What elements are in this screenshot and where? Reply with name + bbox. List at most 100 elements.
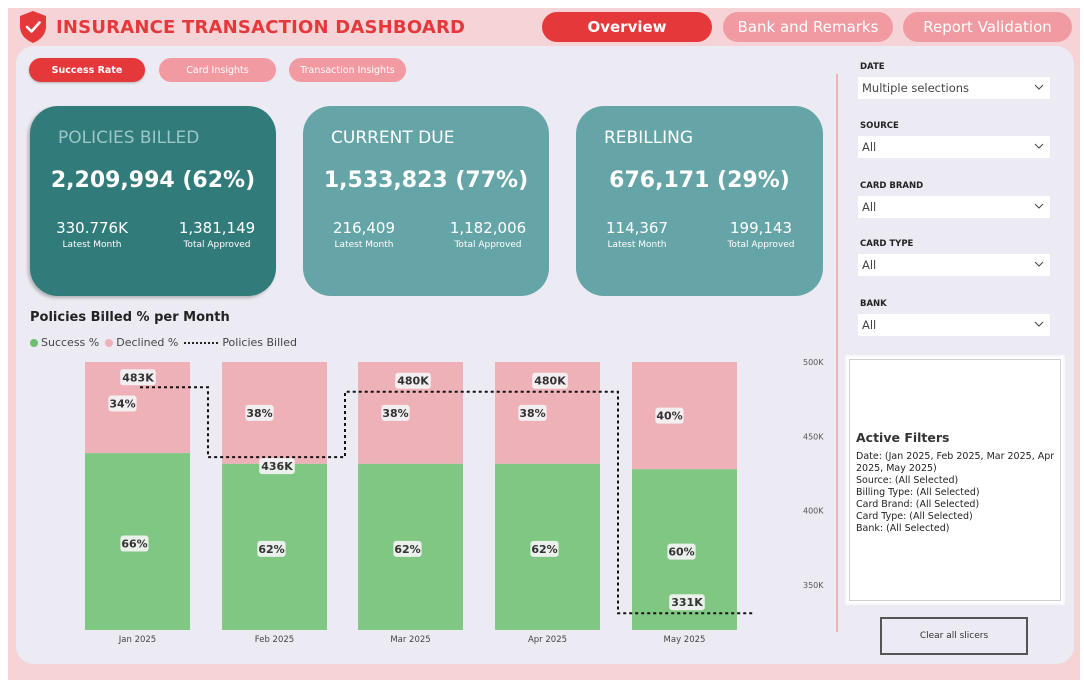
chart-title: Policies Billed % per Month	[30, 310, 230, 325]
active-filters-border	[849, 359, 1061, 601]
success-pct-label: 66%	[121, 538, 147, 551]
success-pct-label: 62%	[394, 543, 420, 556]
declined-pct-label: 38%	[519, 407, 545, 420]
chevron-down-icon	[1034, 261, 1044, 267]
tab-card-insights[interactable]: Card Insights	[159, 58, 276, 82]
policies-billed-value-label-bg	[259, 458, 295, 475]
nav-overview[interactable]: Overview	[542, 12, 712, 42]
x-tick-label: Feb 2025	[255, 635, 294, 645]
legend-success-label: Success %	[41, 336, 100, 349]
success-pct-label: 62%	[531, 543, 557, 556]
policies-billed-line	[140, 386, 755, 615]
declined-pct-label: 40%	[656, 410, 682, 423]
nav-report-validation[interactable]: Report Validation	[903, 12, 1072, 42]
policies-billed-value-label-bg	[120, 369, 156, 386]
legend-success: Success %	[30, 336, 99, 349]
kpi-value: 2,209,994 (62%)	[50, 168, 256, 193]
kpi-latest-month: 330.776K Latest Month	[32, 219, 152, 250]
declined-pct-label-bg	[381, 404, 410, 421]
declined-pct-label-bg	[245, 404, 274, 421]
declined-pct-label: 38%	[382, 407, 408, 420]
active-filter-line: Card Brand: (All Selected)	[856, 499, 980, 510]
policies-billed-value-label: 483K	[122, 371, 154, 384]
x-tick-label: May 2025	[664, 635, 706, 645]
slicer-card-type-label: CARD TYPE	[860, 239, 914, 249]
tab-success-rate[interactable]: Success Rate	[29, 58, 145, 82]
slicer-bank-value: All	[862, 318, 877, 332]
kpi-latest-month: 114,367 Latest Month	[577, 219, 697, 250]
y2-tick-label: 500K	[803, 358, 824, 367]
active-filter-line: Card Type: (All Selected)	[856, 511, 973, 522]
x-tick-label: Mar 2025	[390, 635, 430, 645]
legend-declined-label: Declined %	[116, 336, 179, 349]
legend-policies-billed-label: Policies Billed	[222, 336, 297, 349]
kpi-latest-month: 216,409 Latest Month	[304, 219, 424, 250]
legend-declined: Declined %	[105, 336, 178, 349]
active-filter-line: Billing Type: (All Selected)	[856, 487, 980, 498]
slicer-date-value: Multiple selections	[862, 81, 970, 95]
kpi-card-rebilling: REBILLING 676,171 (29%) 114,367 Latest M…	[576, 106, 823, 296]
kpi-title: REBILLING	[604, 128, 694, 148]
slicer-card-type-value: All	[862, 258, 877, 272]
clear-all-slicers-button[interactable]: Clear all slicers	[880, 617, 1028, 655]
declined-pct-label-bg	[108, 395, 137, 412]
y2-tick-label: 350K	[803, 581, 824, 590]
slicer-date[interactable]: Multiple selections	[858, 77, 1050, 99]
slicer-source[interactable]: All	[858, 136, 1050, 158]
success-pct-label-bg	[530, 540, 559, 557]
slicer-card-brand[interactable]: All	[858, 196, 1050, 218]
policies-billed-value-label: 480K	[397, 375, 429, 388]
kpi-value: 676,171 (29%)	[609, 168, 790, 193]
y2-tick-label: 450K	[803, 432, 824, 441]
success-pct-label-bg	[257, 540, 286, 557]
tab-transaction-insights[interactable]: Transaction Insights	[289, 58, 406, 82]
success-pct-label: 60%	[668, 546, 694, 559]
active-filters-title: Active Filters	[856, 430, 950, 445]
active-filters-text: Date: (Jan 2025, Feb 2025, Mar 2025, Apr…	[856, 451, 1056, 535]
declined-pct-label: 34%	[109, 398, 135, 411]
bar-declined	[632, 362, 737, 470]
legend-success-swatch	[30, 338, 38, 347]
kpi-latest-month-value: 330.776K	[56, 219, 128, 237]
legend-dotted-line-swatch	[184, 341, 219, 344]
kpi-latest-month-value: 216,409	[332, 219, 396, 237]
kpi-total-approved-value: 1,182,006	[449, 219, 527, 237]
kpi-title: CURRENT DUE	[331, 128, 455, 148]
slicer-date-label: DATE	[860, 62, 885, 72]
kpi-total-approved-value: 199,143	[729, 219, 793, 237]
kpi-card-policies-billed: POLICIES BILLED 2,209,994 (62%) 330.776K…	[30, 106, 276, 296]
kpi-card-current-due: CURRENT DUE 1,533,823 (77%) 216,409 Late…	[303, 106, 549, 296]
success-pct-label-bg	[667, 543, 696, 560]
success-pct-label-bg	[120, 535, 149, 552]
legend-policies-billed: Policies Billed	[184, 336, 297, 349]
dashboard-title: INSURANCE TRANSACTION DASHBOARD	[56, 16, 466, 38]
policies-billed-value-label: 331K	[671, 596, 703, 609]
active-filter-line: Date: (Jan 2025, Feb 2025, Mar 2025, Apr…	[856, 451, 1055, 474]
kpi-title: POLICIES BILLED	[58, 128, 200, 148]
kpi-total-approved: 1,381,149 Total Approved	[157, 219, 277, 250]
kpi-latest-month-label: Latest Month	[334, 240, 394, 250]
kpi-latest-month-label: Latest Month	[62, 240, 122, 250]
slicer-bank[interactable]: All	[858, 314, 1050, 336]
kpi-total-approved-value: 1,381,149	[178, 219, 256, 237]
kpi-latest-month-value: 114,367	[605, 219, 669, 237]
kpi-value: 1,533,823 (77%)	[323, 168, 529, 193]
x-tick-label: Jan 2025	[118, 635, 156, 645]
policies-billed-value-label: 480K	[534, 375, 566, 388]
kpi-total-approved-label: Total Approved	[183, 240, 251, 250]
bar-declined	[222, 362, 327, 464]
header: INSURANCE TRANSACTION DASHBOARD	[18, 10, 465, 44]
success-pct-label: 62%	[258, 543, 284, 556]
kpi-total-approved: 1,182,006 Total Approved	[428, 219, 548, 250]
slicer-divider	[836, 74, 838, 632]
kpi-latest-month-label: Latest Month	[607, 240, 667, 250]
active-filters-box	[845, 355, 1065, 605]
slicer-source-value: All	[862, 140, 877, 154]
policies-billed-value-label-bg	[395, 372, 431, 389]
slicer-card-brand-label: CARD BRAND	[860, 181, 924, 191]
kpi-total-approved-label: Total Approved	[727, 240, 795, 250]
slicer-source-label: SOURCE	[860, 121, 899, 131]
slicer-card-type[interactable]: All	[858, 254, 1050, 276]
nav-bank-and-remarks[interactable]: Bank and Remarks	[723, 12, 893, 42]
